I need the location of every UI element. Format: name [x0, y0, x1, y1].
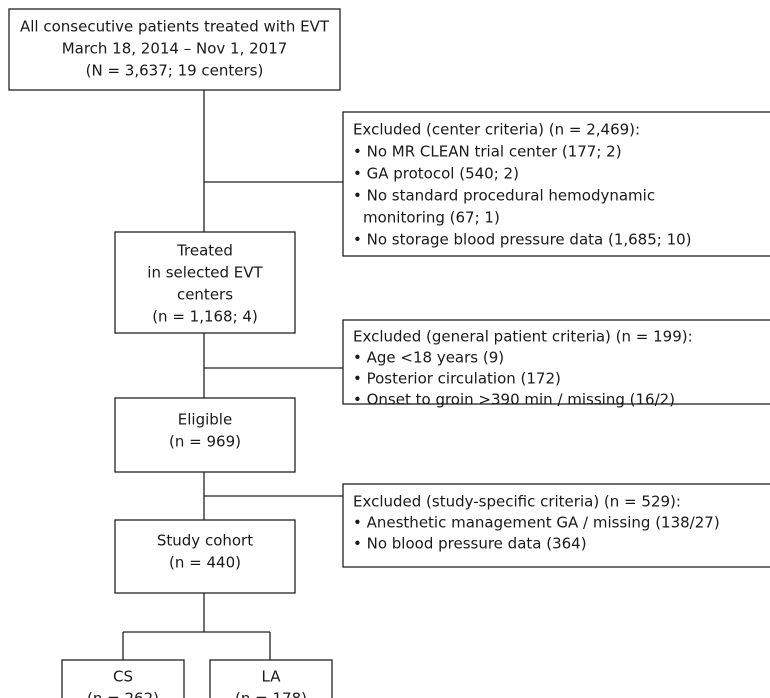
flow-box	[8, 8, 341, 91]
box-text: LA	[262, 668, 282, 686]
flow-box	[114, 519, 296, 594]
exclusion-box	[342, 111, 770, 257]
box-text: • No MR CLEAN trial center (177; 2)	[353, 143, 622, 161]
box-text: (n = 1,168; 4)	[152, 308, 258, 326]
box-text: (N = 3,637; 19 centers)	[86, 62, 264, 80]
box-text: All consecutive patients treated with EV…	[20, 18, 330, 36]
box-text: Excluded (center criteria) (n = 2,469):	[353, 121, 640, 139]
flow-box	[114, 397, 296, 473]
box-text: Excluded (general patient criteria) (n =…	[353, 328, 693, 346]
box-text: • No standard procedural hemodynamic	[353, 187, 655, 205]
box-text: • Posterior circulation (172)	[353, 370, 561, 388]
box-text: • Anesthetic management GA / missing (13…	[353, 514, 720, 532]
exclusion-box	[342, 483, 770, 568]
box-text: • Age <18 years (9)	[353, 349, 504, 367]
box-text: • No blood pressure data (364)	[353, 535, 587, 553]
box-text: monitoring (67; 1)	[363, 209, 500, 227]
box-text: (n = 262)	[87, 690, 159, 698]
exclusion-box	[342, 319, 770, 405]
boxes: All consecutive patients treated with EV…	[8, 8, 770, 698]
box-text: March 18, 2014 – Nov 1, 2017	[62, 40, 288, 58]
box-text: Treated	[176, 242, 233, 260]
connectors	[122, 90, 343, 660]
flow-box	[61, 659, 185, 698]
box-text: (n = 969)	[169, 433, 241, 451]
box-text: centers	[177, 286, 233, 304]
box-text: in selected EVT	[147, 264, 263, 282]
box-text: • No storage blood pressure data (1,685;…	[353, 231, 692, 249]
flow-box	[209, 659, 333, 698]
box-text: Study cohort	[157, 532, 253, 550]
box-text: Eligible	[178, 411, 232, 429]
box-text: • Onset to groin >390 min / missing (16/…	[353, 391, 675, 409]
box-text: Excluded (study-specific criteria) (n = …	[353, 493, 681, 511]
box-text: (n = 440)	[169, 554, 241, 572]
box-text: (n = 178)	[235, 690, 307, 698]
box-text: • GA protocol (540; 2)	[353, 165, 519, 183]
flow-box	[114, 231, 296, 334]
box-text: CS	[113, 668, 133, 686]
